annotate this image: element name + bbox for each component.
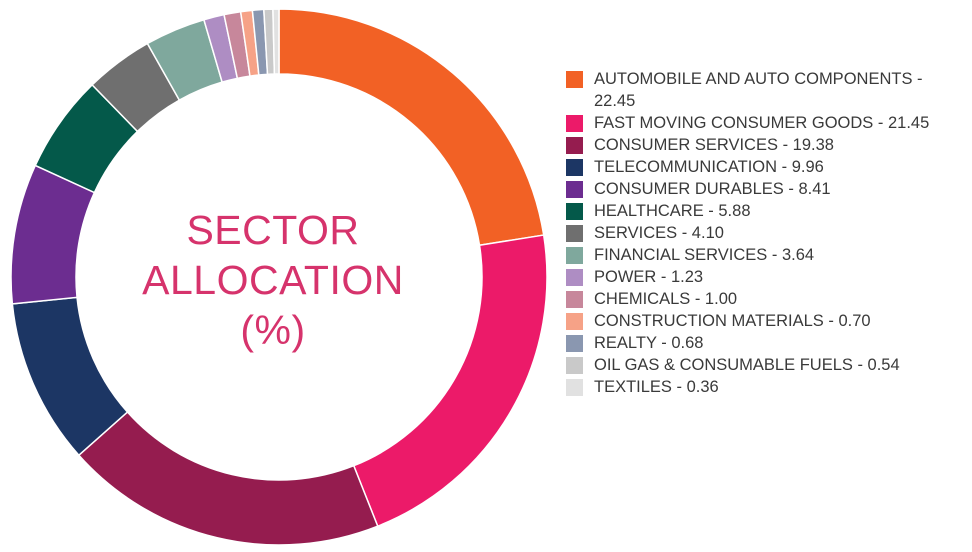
legend-item-11: REALTY - 0.68: [566, 332, 966, 354]
legend-label-12: OIL GAS & CONSUMABLE FUELS - 0.54: [594, 356, 900, 374]
legend-item-12: OIL GAS & CONSUMABLE FUELS - 0.54: [566, 354, 966, 376]
legend-swatch-4: [566, 181, 583, 198]
legend-swatch-0: [566, 71, 583, 88]
donut-chart: SECTOR ALLOCATION (%): [10, 8, 548, 546]
chart-center-title: SECTOR ALLOCATION (%): [123, 205, 423, 355]
legend-label-8: POWER - 1.23: [594, 268, 704, 286]
donut-slice-2: [77, 410, 379, 546]
chart-legend: AUTOMOBILE AND AUTO COMPONENTS - 22.45 FA…: [566, 68, 966, 398]
legend-label-7: FINANCIAL SERVICES - 3.64: [594, 246, 815, 264]
legend-swatch-9: [566, 291, 583, 308]
legend-label-10: CONSTRUCTION MATERIALS - 0.70: [594, 312, 871, 330]
legend-item-7: FINANCIAL SERVICES - 3.64: [566, 244, 966, 266]
legend-swatch-11: [566, 335, 583, 352]
center-title-line-1: SECTOR: [186, 207, 360, 253]
donut-svg: [10, 8, 548, 546]
legend-swatch-1: [566, 115, 583, 132]
legend-swatch-6: [566, 225, 583, 242]
legend-label-4: CONSUMER DURABLES - 8.41: [594, 180, 831, 198]
donut-slice-13: [272, 8, 280, 75]
legend-label-1: FAST MOVING CONSUMER GOODS - 21.45: [594, 114, 930, 132]
legend-label-0: AUTOMOBILE AND AUTO COMPONENTS - 22.45: [594, 70, 923, 110]
legend-label-6: SERVICES - 4.10: [594, 224, 724, 242]
legend-label-2: CONSUMER SERVICES - 19.38: [594, 136, 834, 154]
legend-swatch-10: [566, 313, 583, 330]
legend-item-10: CONSTRUCTION MATERIALS - 0.70: [566, 310, 966, 332]
legend-swatch-7: [566, 247, 583, 264]
center-title-line-2: ALLOCATION: [142, 257, 404, 303]
legend-swatch-3: [566, 159, 583, 176]
legend-label-13: TEXTILES - 0.36: [594, 378, 719, 396]
legend-label-3: TELECOMMUNICATION - 9.96: [594, 158, 824, 176]
legend-item-3: TELECOMMUNICATION - 9.96: [566, 156, 966, 178]
legend-label-9: CHEMICALS - 1.00: [594, 290, 738, 308]
legend-item-4: CONSUMER DURABLES - 8.41: [566, 178, 966, 200]
legend-item-0: AUTOMOBILE AND AUTO COMPONENTS - 22.45: [566, 68, 966, 112]
legend-item-6: SERVICES - 4.10: [566, 222, 966, 244]
legend-swatch-8: [566, 269, 583, 286]
legend-item-9: CHEMICALS - 1.00: [566, 288, 966, 310]
legend-item-13: TEXTILES - 0.36: [566, 376, 966, 398]
legend-label-11: REALTY - 0.68: [594, 334, 704, 352]
legend-item-2: CONSUMER SERVICES - 19.38: [566, 134, 966, 156]
legend-item-5: HEALTHCARE - 5.88: [566, 200, 966, 222]
center-title-line-3: (%): [240, 307, 306, 353]
legend-swatch-5: [566, 203, 583, 220]
legend-item-1: FAST MOVING CONSUMER GOODS - 21.45: [566, 112, 966, 134]
legend-label-5: HEALTHCARE - 5.88: [594, 202, 751, 220]
legend-swatch-12: [566, 357, 583, 374]
legend-item-8: POWER - 1.23: [566, 266, 966, 288]
legend-swatch-13: [566, 379, 583, 396]
legend-swatch-2: [566, 137, 583, 154]
